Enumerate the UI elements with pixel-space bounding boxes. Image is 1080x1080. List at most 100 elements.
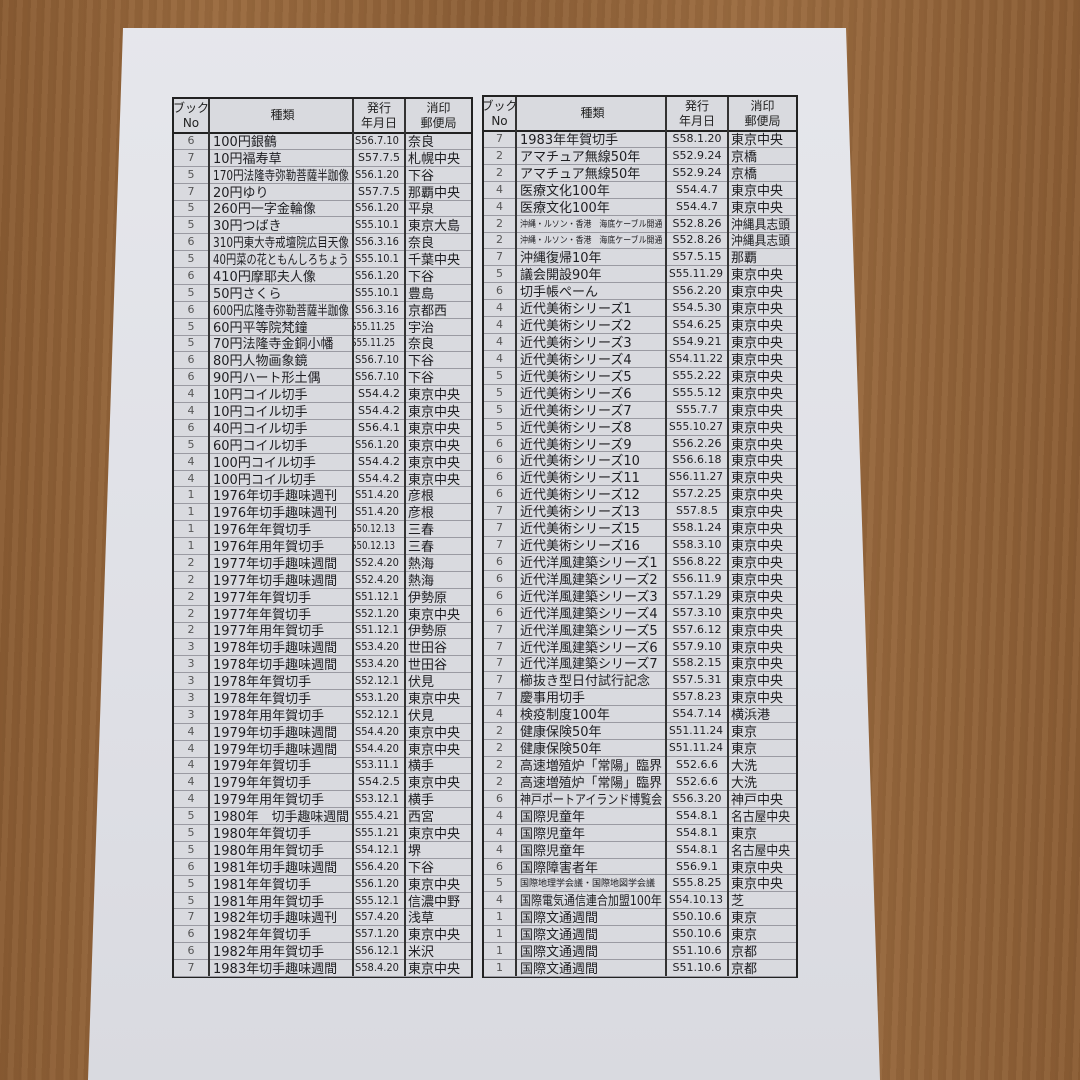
issue-date-cell: S56.2.20 xyxy=(667,282,729,300)
book-number: 5 xyxy=(187,252,195,266)
stamp-type: 1978年切手趣味週間 xyxy=(213,658,338,673)
stamp-type-cell: 国際児童年 xyxy=(517,840,667,858)
postmark-office: 宇治 xyxy=(408,320,435,335)
postmark-office-cell: 京橋 xyxy=(729,147,794,164)
stamp-type: 近代洋風建築シリーズ4 xyxy=(520,606,658,621)
table-row: 7 10円福寿草 S57.7.5 札幌中央 xyxy=(174,148,471,167)
stamp-type: 近代美術シリーズ12 xyxy=(520,488,640,503)
book-number-cell: 6 xyxy=(174,300,210,318)
stamp-type-cell: 切手帳ぺーん xyxy=(517,282,667,300)
stamp-type-cell: 国際児童年 xyxy=(517,823,667,841)
table-row: 1 1976年用年賀切手 S50.12.13 三春 xyxy=(174,537,471,555)
book-number-cell: 6 xyxy=(484,857,517,875)
table-row: 6 近代洋風建築シリーズ1 S56.8.22 東京中央 xyxy=(484,553,796,571)
issue-date: S57.6.12 xyxy=(672,622,722,636)
postmark-office: 奈良 xyxy=(408,337,435,352)
issue-date-cell: S52.4.20 xyxy=(354,570,406,588)
postmark-office-cell: 横手 xyxy=(406,790,469,807)
stamp-type-cell: 近代美術シリーズ3 xyxy=(517,333,667,350)
postmark-office-cell: 東京中央 xyxy=(729,316,794,333)
issue-date-cell: S57.8.23 xyxy=(667,688,729,706)
stamp-type: 1976年用年賀切手 xyxy=(213,540,325,554)
postmark-office-cell: 西宮 xyxy=(406,807,469,824)
postmark-office-cell: 三春 xyxy=(406,520,469,537)
postmark-office-cell: 東京中央 xyxy=(729,181,794,198)
book-number: 6 xyxy=(496,571,503,585)
postmark-office-cell: 下谷 xyxy=(406,368,469,385)
book-number: 6 xyxy=(496,284,503,298)
issue-date: S54.4.2 xyxy=(358,454,400,468)
postmark-office-cell: 那覇中央 xyxy=(406,183,469,200)
table-row: 4 近代美術シリーズ2 S54.6.25 東京中央 xyxy=(484,316,796,335)
book-number: 7 xyxy=(496,673,503,687)
book-number: 1 xyxy=(187,522,195,536)
table-row: 2 1977年年賀切手 S51.12.1 伊勢原 xyxy=(174,587,471,606)
book-number: 6 xyxy=(496,605,503,619)
stamp-list-table-left: ブック No 種類 発行 年月日 消印 郵便局 6 100円銀鶴 S56.7.10 奈良 7 10円福寿… xyxy=(172,97,473,978)
book-number: 5 xyxy=(187,893,195,907)
table-row: 4 国際児童年 S54.8.1 東京 xyxy=(484,823,796,842)
stamp-type: 100円銀鶴 xyxy=(213,134,277,149)
postmark-office: 東京中央 xyxy=(731,200,784,215)
issue-date: S54.5.30 xyxy=(672,301,722,315)
postmark-office: 彦根 xyxy=(408,506,435,521)
postmark-office-cell: 三春 xyxy=(406,537,469,554)
issue-date-cell: S52.12.1 xyxy=(354,672,406,690)
book-number-cell: 5 xyxy=(174,283,210,301)
postmark-office-cell: 東京 xyxy=(729,824,794,841)
book-number-cell: 4 xyxy=(174,790,210,808)
issue-date: S54.4.2 xyxy=(358,404,400,418)
header-text: 消印 xyxy=(426,100,451,115)
stamp-type-cell: 慶事用切手 xyxy=(517,688,667,706)
book-number-cell: 5 xyxy=(174,807,210,825)
postmark-office: 東京中央 xyxy=(731,860,784,875)
stamp-type: 近代美術シリーズ3 xyxy=(520,335,632,350)
table-row: 6 近代洋風建築シリーズ2 S56.11.9 東京中央 xyxy=(484,569,796,588)
issue-date-cell: S54.10.13 xyxy=(667,891,729,909)
book-number: 4 xyxy=(496,825,503,839)
book-number-cell: 3 xyxy=(174,655,210,673)
table-row: 4 検疫制度100年 S54.7.14 横浜港 xyxy=(484,705,796,724)
book-number-cell: 7 xyxy=(484,130,517,147)
stamp-type-cell: 健康保険50年 xyxy=(517,739,667,757)
stamp-type-cell: 170円法隆寺弥勒菩薩半跏像 xyxy=(210,165,354,183)
stamp-type-cell: 近代洋風建築シリーズ4 xyxy=(517,603,667,621)
issue-date: S57.9.10 xyxy=(672,639,722,653)
issue-date-cell: S56.7.10 xyxy=(354,351,406,369)
postmark-office: 伊勢原 xyxy=(408,590,448,605)
table-row: 4 医療文化100年 S54.4.7 東京中央 xyxy=(484,197,796,216)
postmark-office: 東京中央 xyxy=(731,488,784,503)
book-number-cell: 1 xyxy=(174,537,210,554)
postmark-office-cell: 東京中央 xyxy=(406,723,469,740)
table-row: 7 近代美術シリーズ16 S58.3.10 東京中央 xyxy=(484,536,796,554)
postmark-office: 伏見 xyxy=(408,708,435,723)
table-row: 5 50円さくら S55.10.1 豊島 xyxy=(174,283,471,302)
table-row: 5 近代美術シリーズ8 S55.10.27 東京中央 xyxy=(484,417,796,436)
issue-date: S54.2.5 xyxy=(358,775,400,789)
book-number: 4 xyxy=(496,199,503,213)
book-number-cell: 7 xyxy=(174,959,210,976)
postmark-office: 那覇中央 xyxy=(408,185,461,200)
stamp-type-cell: 1983年年賀切手 xyxy=(517,130,667,147)
book-number-cell: 7 xyxy=(484,688,517,706)
issue-date-cell: S54.11.22 xyxy=(667,349,729,367)
issue-date: S57.7.5 xyxy=(358,184,400,198)
table-row: 6 近代美術シリーズ9 S56.2.26 東京中央 xyxy=(484,434,796,453)
postmark-office-cell: 彦根 xyxy=(406,486,469,503)
stamp-type-cell: 近代美術シリーズ10 xyxy=(517,451,667,469)
stamp-type-cell: 健康保険50年 xyxy=(517,722,667,740)
postmark-office: 那覇 xyxy=(731,251,758,266)
issue-date-cell: S53.4.20 xyxy=(354,655,406,673)
book-number: 6 xyxy=(187,353,195,367)
postmark-office-cell: 伊勢原 xyxy=(406,622,469,638)
header-text: ブック xyxy=(174,100,210,115)
postmark-office: 世田谷 xyxy=(408,658,448,673)
book-number-cell: 4 xyxy=(484,806,517,824)
stamp-type-cell: 100円銀鶴 xyxy=(210,132,354,149)
book-number-cell: 1 xyxy=(484,959,517,976)
stamp-type-cell: 10円コイル切手 xyxy=(210,385,354,403)
table-row: 7 近代美術シリーズ15 S58.1.24 東京中央 xyxy=(484,519,796,538)
book-number: 1 xyxy=(496,910,503,924)
issue-date-cell: S56.1.20 xyxy=(354,874,406,892)
postmark-office: 東京中央 xyxy=(731,505,784,520)
